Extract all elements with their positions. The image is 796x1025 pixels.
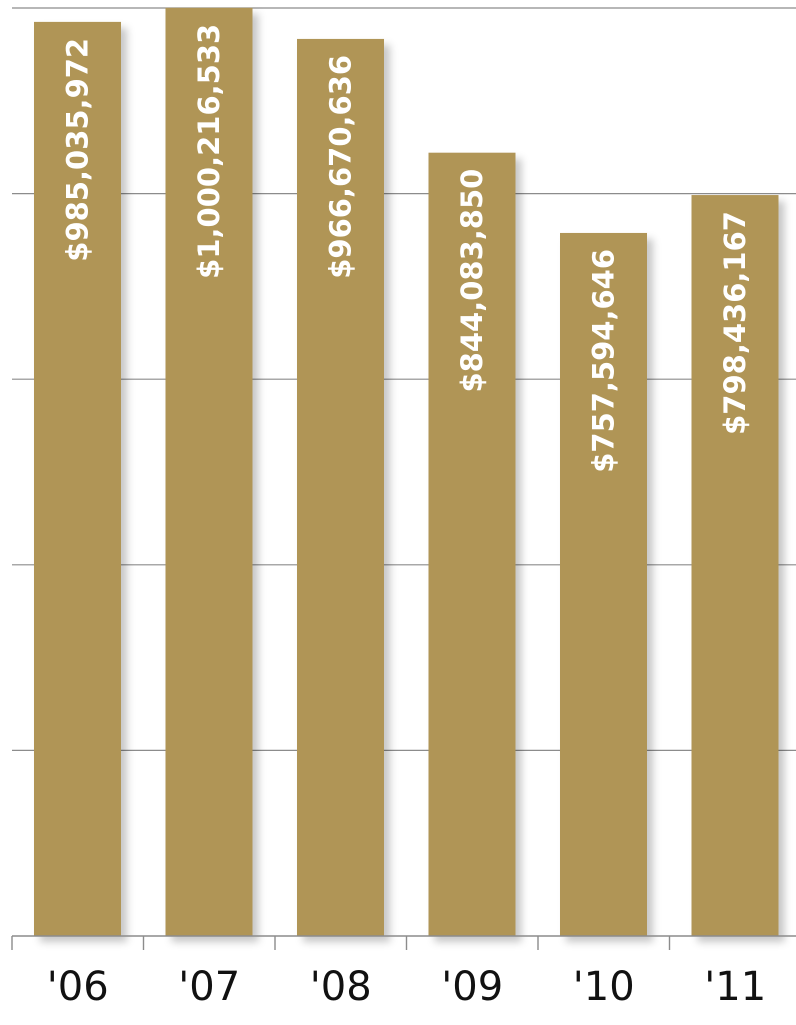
bars [34, 7, 779, 937]
data-label-4: $757,594,646 [587, 249, 621, 473]
x-tick-label-5: '11 [704, 964, 766, 1010]
bar-2 [297, 38, 384, 937]
bar-0 [34, 21, 121, 937]
data-label-3: $844,083,850 [455, 169, 489, 393]
data-label-0: $985,035,972 [61, 38, 95, 262]
x-tick-label-3: '09 [441, 964, 503, 1010]
data-label-2: $966,670,636 [324, 55, 358, 279]
x-tick-label-0: '06 [47, 964, 109, 1010]
data-label-5: $798,436,167 [718, 211, 752, 435]
bar-1 [165, 7, 253, 936]
gridlines [12, 7, 796, 752]
x-tick-label-4: '10 [573, 964, 635, 1010]
bar-4 [560, 232, 647, 937]
data-labels: $985,035,972 $1,000,216,533 $966,670,636 $8… [61, 24, 753, 473]
data-label-1: $1,000,216,533 [192, 24, 226, 279]
x-tick-label-1: '07 [178, 964, 240, 1010]
bar-3 [428, 152, 516, 936]
x-tick-label-2: '08 [310, 964, 372, 1010]
x-axis: '06 '07 '08 '09 '10 '11 [11, 935, 796, 1010]
bar-5 [691, 195, 779, 936]
